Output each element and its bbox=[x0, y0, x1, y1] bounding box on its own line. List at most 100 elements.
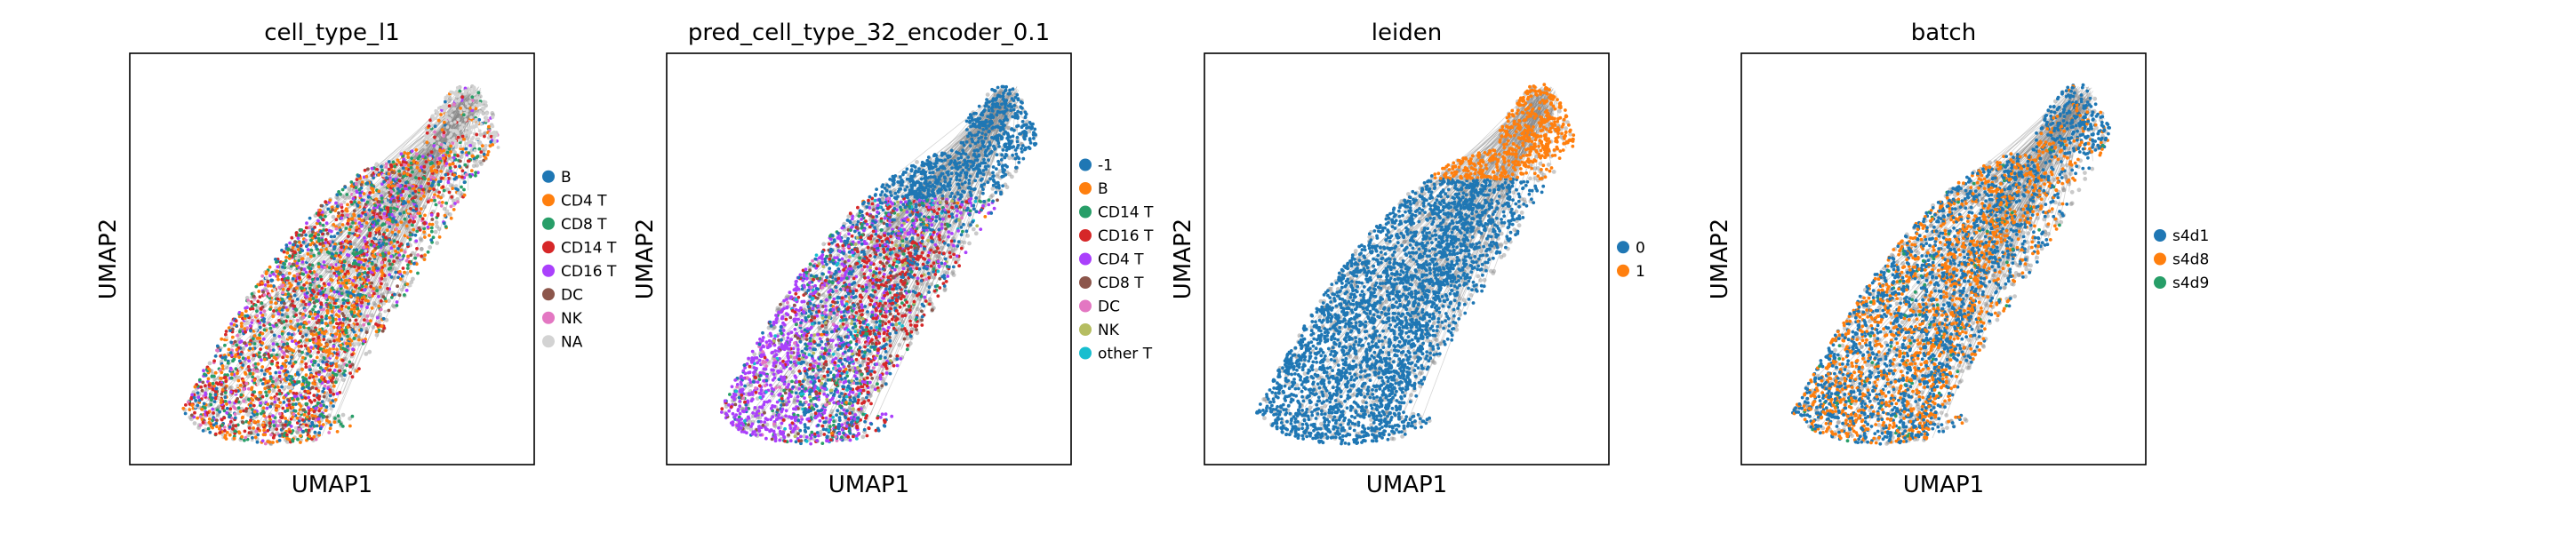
data-point bbox=[261, 410, 265, 414]
data-point bbox=[368, 227, 372, 231]
data-point bbox=[269, 300, 273, 304]
data-point bbox=[236, 371, 239, 376]
data-point bbox=[446, 180, 451, 185]
legend-label: DC bbox=[561, 286, 583, 304]
data-point bbox=[439, 203, 444, 208]
data-point bbox=[462, 193, 467, 197]
graph-edge-mass bbox=[312, 284, 317, 290]
data-point bbox=[319, 291, 323, 296]
data-point bbox=[396, 284, 399, 289]
data-point bbox=[334, 218, 339, 222]
graph-edge-mass bbox=[298, 316, 303, 321]
data-point bbox=[387, 171, 391, 176]
data-point bbox=[413, 215, 417, 219]
graph-edge-mass bbox=[452, 150, 457, 155]
data-point bbox=[335, 355, 339, 360]
data-point bbox=[322, 414, 326, 418]
data-point bbox=[233, 339, 237, 344]
data-point bbox=[342, 373, 347, 378]
data-point bbox=[476, 137, 481, 141]
data-point bbox=[277, 392, 282, 396]
data-point bbox=[391, 160, 396, 164]
data-point bbox=[341, 346, 345, 350]
data-point bbox=[278, 271, 283, 274]
data-point bbox=[296, 248, 300, 251]
data-point bbox=[393, 164, 396, 169]
data-point bbox=[430, 183, 435, 187]
data-point bbox=[322, 260, 326, 264]
data-point bbox=[446, 177, 451, 180]
data-point bbox=[381, 173, 386, 178]
data-point bbox=[460, 150, 464, 155]
data-point bbox=[295, 244, 300, 248]
data-point bbox=[426, 225, 430, 229]
data-point bbox=[345, 193, 349, 196]
graph-edge-mass bbox=[418, 179, 423, 185]
data-point bbox=[347, 278, 351, 282]
data-point bbox=[271, 435, 276, 440]
data-point bbox=[265, 394, 268, 398]
data-point bbox=[328, 426, 332, 431]
graph-edge bbox=[793, 88, 1012, 398]
data-point bbox=[403, 234, 407, 238]
data-point bbox=[305, 338, 308, 342]
graph-edge-mass bbox=[445, 169, 450, 174]
data-point bbox=[312, 360, 316, 363]
data-point bbox=[251, 408, 254, 411]
legend-label: NK bbox=[561, 310, 583, 328]
data-point bbox=[431, 116, 436, 121]
data-point bbox=[322, 228, 326, 232]
data-point bbox=[415, 247, 419, 251]
data-point bbox=[399, 256, 403, 259]
data-point bbox=[254, 429, 259, 434]
data-point bbox=[478, 110, 483, 114]
data-point bbox=[348, 360, 352, 364]
data-point bbox=[366, 167, 370, 171]
data-point bbox=[306, 252, 310, 256]
data-point bbox=[286, 247, 291, 251]
data-point bbox=[353, 275, 357, 280]
data-point bbox=[277, 388, 282, 393]
data-point bbox=[434, 203, 438, 207]
data-point bbox=[357, 272, 362, 276]
data-point bbox=[214, 386, 219, 391]
data-point bbox=[276, 385, 280, 389]
legend-label: CD4 T bbox=[561, 192, 607, 210]
graph-edge-mass bbox=[307, 421, 311, 426]
data-point bbox=[332, 369, 337, 372]
data-point bbox=[439, 170, 444, 173]
data-point bbox=[321, 389, 325, 394]
graph-edge-mass bbox=[748, 419, 752, 424]
graph-edge-mass bbox=[384, 290, 389, 295]
data-point bbox=[334, 227, 339, 231]
data-point bbox=[352, 307, 356, 311]
data-point bbox=[296, 397, 300, 402]
data-point bbox=[410, 156, 413, 161]
data-point bbox=[377, 304, 381, 308]
data-point bbox=[477, 117, 482, 122]
data-point bbox=[260, 331, 265, 336]
data-point bbox=[247, 386, 251, 391]
data-point bbox=[252, 426, 255, 430]
data-point bbox=[373, 246, 378, 251]
data-point bbox=[183, 411, 188, 416]
graph-edge-mass bbox=[448, 183, 453, 187]
data-point bbox=[417, 226, 421, 230]
data-point bbox=[318, 274, 323, 279]
data-point bbox=[410, 149, 414, 154]
legend-label: CD14 T bbox=[561, 239, 617, 257]
data-point bbox=[324, 221, 329, 226]
data-point bbox=[295, 416, 300, 420]
data-point bbox=[366, 301, 371, 306]
data-point bbox=[225, 410, 229, 415]
data-point bbox=[325, 415, 329, 419]
data-point bbox=[363, 318, 366, 322]
data-point bbox=[353, 265, 356, 269]
data-point bbox=[428, 234, 431, 237]
data-point bbox=[317, 394, 322, 399]
data-point bbox=[475, 161, 478, 165]
data-point bbox=[374, 330, 379, 334]
data-point bbox=[374, 322, 378, 326]
graph-edge bbox=[829, 106, 1004, 339]
data-point bbox=[358, 194, 363, 198]
